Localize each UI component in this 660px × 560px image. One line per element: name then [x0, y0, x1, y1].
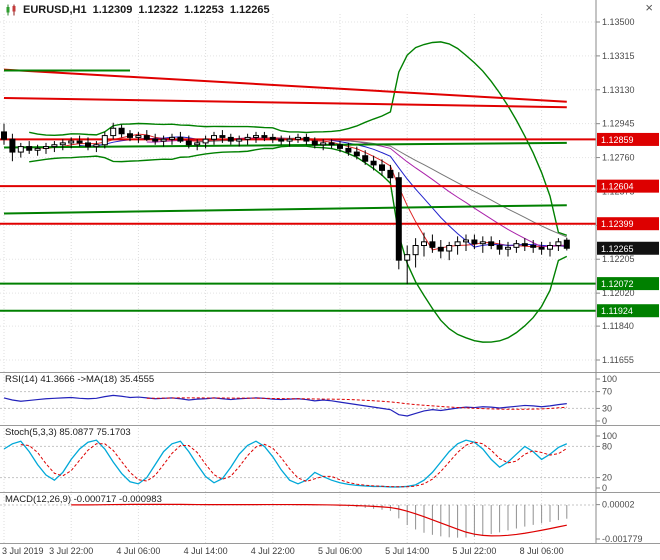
svg-text:1.13130: 1.13130 — [602, 85, 635, 95]
svg-text:0: 0 — [602, 483, 607, 493]
svg-text:20: 20 — [602, 473, 612, 483]
close-icon[interactable]: × — [645, 0, 653, 15]
candlestick-chart-icon — [6, 4, 16, 16]
price-axis: 1.135001.133151.131301.129451.127601.125… — [595, 0, 659, 544]
svg-text:100: 100 — [602, 374, 617, 384]
svg-text:1.12604: 1.12604 — [601, 182, 634, 192]
svg-text:1.13500: 1.13500 — [602, 17, 635, 27]
stoch-indicator-label: Stoch(5,3,3) 85.0877 75.1703 — [5, 427, 131, 438]
moving-averages — [37, 133, 567, 251]
price-label: 1.12072 — [597, 277, 659, 291]
svg-text:70: 70 — [602, 387, 612, 397]
quote-low: 1.12253 — [184, 4, 224, 16]
price-label: 1.11924 — [597, 304, 659, 318]
svg-text:5 Jul 22:00: 5 Jul 22:00 — [452, 546, 496, 556]
svg-text:1.12760: 1.12760 — [602, 153, 635, 163]
macd-indicator-label: MACD(12,26,9) -0.000717 -0.000983 — [5, 494, 162, 505]
rsi-panel — [0, 391, 596, 417]
svg-text:5 Jul 14:00: 5 Jul 14:00 — [385, 546, 429, 556]
time-axis: 3 Jul 2019 3 Jul 22:00 4 Jul 06:00 4 Jul 14… — [2, 546, 564, 556]
svg-text:1.12072: 1.12072 — [601, 279, 634, 289]
svg-text:1.12205: 1.12205 — [602, 254, 635, 264]
chart-header: EURUSD,H1 1.12309 1.12322 1.12253 1.1226… — [5, 4, 270, 16]
svg-text:4 Jul 22:00: 4 Jul 22:00 — [251, 546, 295, 556]
svg-text:4 Jul 14:00: 4 Jul 14:00 — [184, 546, 228, 556]
svg-text:4 Jul 06:00: 4 Jul 06:00 — [116, 546, 160, 556]
bollinger-bands — [29, 41, 568, 343]
svg-text:1.12399: 1.12399 — [601, 219, 634, 229]
svg-text:-0.001779: -0.001779 — [602, 534, 643, 544]
svg-text:80: 80 — [602, 441, 612, 451]
svg-text:3 Jul 2019: 3 Jul 2019 — [2, 546, 44, 556]
price-label: 1.12399 — [597, 217, 659, 231]
svg-text:30: 30 — [602, 403, 612, 413]
svg-text:1.11655: 1.11655 — [602, 355, 634, 365]
grid-layer — [0, 14, 596, 543]
rsi-indicator-label: RSI(14) 41.3666 ->MA(18) 35.4555 — [5, 374, 155, 385]
svg-text:3 Jul 22:00: 3 Jul 22:00 — [49, 546, 93, 556]
levels-layer — [0, 68, 596, 312]
quote-open: 1.12309 — [92, 4, 133, 16]
quote-high: 1.12322 — [138, 4, 179, 16]
macd-panel — [0, 503, 596, 538]
svg-text:1.13315: 1.13315 — [602, 51, 635, 61]
stoch-panel — [0, 439, 596, 488]
svg-text:1.12020: 1.12020 — [602, 288, 635, 298]
svg-text:8 Jul 06:00: 8 Jul 06:00 — [520, 546, 564, 556]
svg-text:100: 100 — [602, 431, 617, 441]
price-label: 1.12859 — [597, 132, 659, 146]
candles-layer — [1, 122, 570, 284]
svg-text:5 Jul 06:00: 5 Jul 06:00 — [318, 546, 362, 556]
price-label: 1.12265 — [597, 241, 659, 255]
symbol-timeframe: EURUSD,H1 — [23, 4, 87, 16]
svg-text:1.12945: 1.12945 — [602, 119, 635, 129]
svg-text:0.00002: 0.00002 — [602, 500, 635, 510]
quote-close: 1.12265 — [229, 4, 270, 16]
svg-text:1.11924: 1.11924 — [601, 306, 633, 316]
price-label: 1.12604 — [597, 179, 659, 193]
svg-text:1.11840: 1.11840 — [602, 321, 634, 331]
svg-text:0: 0 — [602, 416, 607, 426]
svg-text:1.12859: 1.12859 — [601, 135, 634, 145]
svg-text:1.12265: 1.12265 — [601, 244, 634, 254]
